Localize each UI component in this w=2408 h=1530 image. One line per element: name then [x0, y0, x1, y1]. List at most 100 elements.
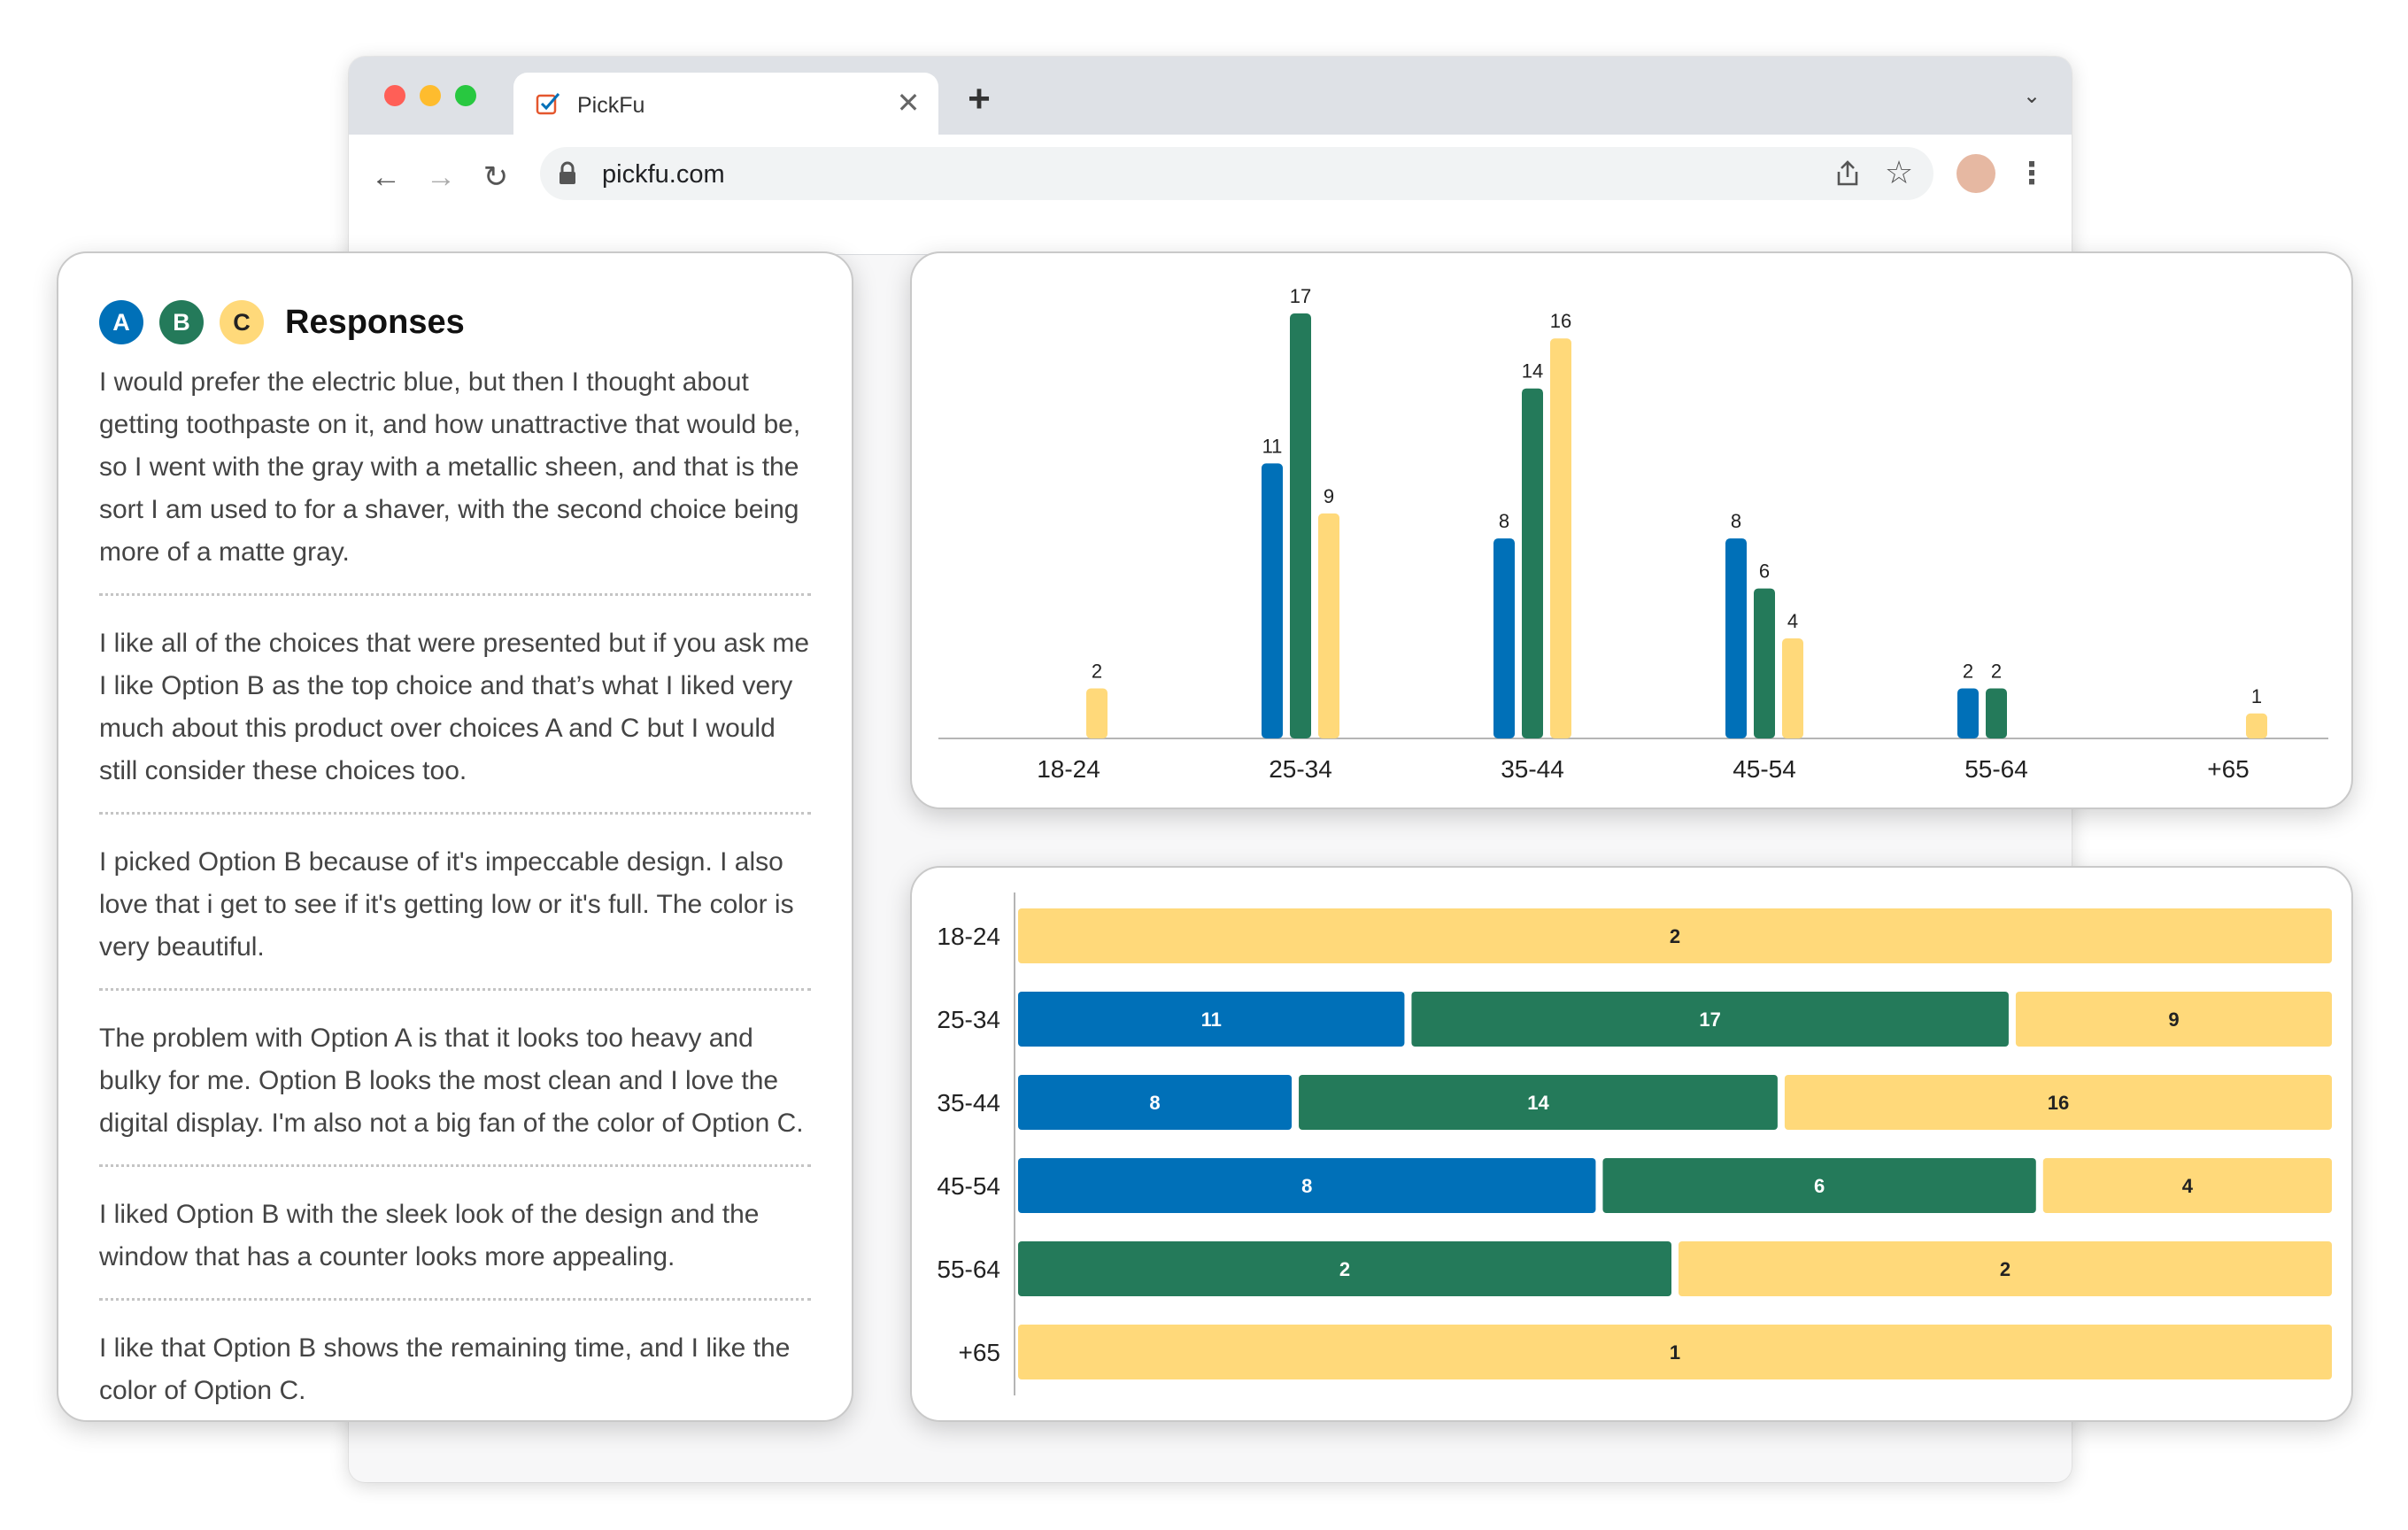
data-label: 1	[2251, 685, 2262, 707]
url-text: pickfu.com	[602, 160, 725, 189]
x-tick-label: 55-64	[1964, 755, 2028, 783]
y-tick-label: 45-54	[937, 1172, 1000, 1200]
responses-card: A B C Responses I would prefer the elect…	[57, 251, 853, 1422]
stacked-bar-segment	[1411, 992, 2009, 1047]
chevron-down-icon[interactable]: ⌄	[2022, 84, 2041, 108]
stacked-bar-chart-card: 18-24 2 25-34 11 17 9 35-44 8 14 16 45-54 8 6 4 55-64 2…	[910, 866, 2353, 1422]
favicon-icon	[536, 93, 560, 115]
bar	[1290, 313, 1311, 738]
data-label: 17	[1699, 1008, 1720, 1031]
bar	[1550, 338, 1571, 738]
responses-header: A B C Responses	[99, 298, 811, 347]
forward-arrow-icon[interactable]: →	[426, 160, 456, 194]
x-tick-label: 25-34	[1269, 755, 1332, 783]
data-label: 4	[2182, 1175, 2194, 1197]
y-tick-label: 55-64	[937, 1256, 1000, 1283]
data-label: 8	[1731, 510, 1741, 532]
data-label: 8	[1301, 1175, 1312, 1197]
data-label: 11	[1201, 1008, 1222, 1031]
stacked-bar-segment	[1018, 1241, 1671, 1296]
bar	[1986, 688, 2007, 738]
stacked-bar-chart: 18-24 2 25-34 11 17 9 35-44 8 14 16 45-54 8 6 4 55-64 2…	[937, 892, 2332, 1395]
stacked-bar-segment	[1784, 1075, 2332, 1130]
stacked-bar-segment	[2042, 1158, 2332, 1213]
bar	[1754, 588, 1775, 738]
back-arrow-icon[interactable]: ←	[371, 160, 401, 194]
stacked-bar-segment	[1018, 908, 2332, 963]
data-label: 8	[1149, 1092, 1160, 1114]
y-tick-label: 18-24	[937, 923, 1000, 950]
data-label: 16	[1550, 310, 1571, 332]
data-label: 9	[2168, 1008, 2179, 1031]
avatar[interactable]	[1956, 154, 1995, 193]
response-item: The problem with Option A is that it loo…	[99, 1010, 811, 1167]
data-label: 2	[1670, 925, 1680, 947]
maximize-window-button[interactable]	[455, 85, 476, 106]
response-item: I would prefer the electric blue, but th…	[99, 354, 811, 596]
plus-icon[interactable]: +	[968, 77, 991, 120]
option-a-badge: A	[99, 300, 143, 344]
grouped-bar-chart: 18-24 2 25-34 11 17 9 35-44 8 14 16 45-54 8 6 4 55-64 2…	[938, 285, 2328, 783]
y-tick-label: +65	[959, 1339, 1001, 1366]
stacked-bar-segment	[1679, 1241, 2332, 1296]
tab-strip: PickFu ✕ + ⌄	[349, 57, 2072, 135]
data-label: 6	[1759, 560, 1770, 583]
data-label: 2	[1092, 661, 1102, 683]
data-label: 17	[1290, 285, 1311, 307]
stacked-bar-segment	[1018, 1325, 2332, 1379]
x-tick-label: 45-54	[1733, 755, 1796, 783]
data-label: 2	[1963, 661, 1973, 683]
share-icon[interactable]	[1833, 158, 1863, 189]
data-label: 2	[1339, 1258, 1350, 1280]
close-icon[interactable]: ✕	[896, 87, 921, 119]
x-tick-label: +65	[2207, 755, 2250, 783]
stacked-bar-segment	[2015, 992, 2332, 1047]
reload-icon[interactable]: ↻	[482, 160, 509, 194]
data-label: 11	[1262, 435, 1283, 457]
response-item: I like all of the choices that were pres…	[99, 615, 811, 815]
data-label: 6	[1814, 1175, 1825, 1197]
responses-title: Responses	[285, 303, 465, 341]
response-item: I liked Option B with the sleek look of …	[99, 1186, 811, 1301]
data-label: 4	[1787, 610, 1798, 632]
bar	[2246, 713, 2267, 738]
grouped-bar-chart-card: 18-24 2 25-34 11 17 9 35-44 8 14 16 45-54 8 6 4 55-64 2…	[910, 251, 2353, 809]
data-label: 2	[2000, 1258, 2011, 1280]
data-label: 2	[1991, 661, 2002, 683]
data-label: 8	[1499, 510, 1509, 532]
lock-icon	[560, 161, 575, 184]
stacked-bar-segment	[1018, 1158, 1596, 1213]
data-label: 14	[1522, 360, 1543, 382]
address-bar[interactable]: pickfu.com ☆	[540, 147, 1933, 200]
minimize-window-button[interactable]	[420, 85, 441, 106]
x-tick-label: 35-44	[1501, 755, 1564, 783]
y-tick-label: 25-34	[937, 1006, 1000, 1033]
response-item: I picked Option B because of it's impecc…	[99, 834, 811, 991]
more-vert-icon[interactable]: ⋮	[2017, 157, 2047, 190]
stacked-bar-segment	[1299, 1075, 1778, 1130]
tab-title: PickFu	[577, 93, 645, 118]
stacked-bar-segment	[1018, 1075, 1293, 1130]
bar	[1782, 638, 1803, 738]
close-window-button[interactable]	[384, 85, 405, 106]
bar	[1086, 688, 1108, 738]
data-label: 14	[1527, 1092, 1549, 1114]
data-label: 9	[1324, 485, 1334, 507]
bar	[1262, 463, 1283, 738]
stacked-bar-segment	[1602, 1158, 2036, 1213]
response-item: I like that Option B shows the remaining…	[99, 1333, 791, 1405]
option-c-badge: C	[220, 300, 264, 344]
option-b-badge: B	[159, 300, 204, 344]
stacked-bar-segment	[1018, 992, 1405, 1047]
star-icon[interactable]: ☆	[1884, 154, 1914, 190]
tab-pickfu[interactable]: PickFu ✕	[513, 73, 938, 135]
y-tick-label: 35-44	[937, 1089, 1000, 1117]
data-label: 1	[1670, 1341, 1680, 1364]
browser-toolbar: ← → ↻ pickfu.com ☆ ⋮	[349, 135, 2072, 255]
bar	[1493, 538, 1515, 738]
bar	[1318, 513, 1339, 738]
x-tick-label: 18-24	[1037, 755, 1100, 783]
bar	[1725, 538, 1747, 738]
bar	[1522, 388, 1543, 738]
bar	[1957, 688, 1979, 738]
